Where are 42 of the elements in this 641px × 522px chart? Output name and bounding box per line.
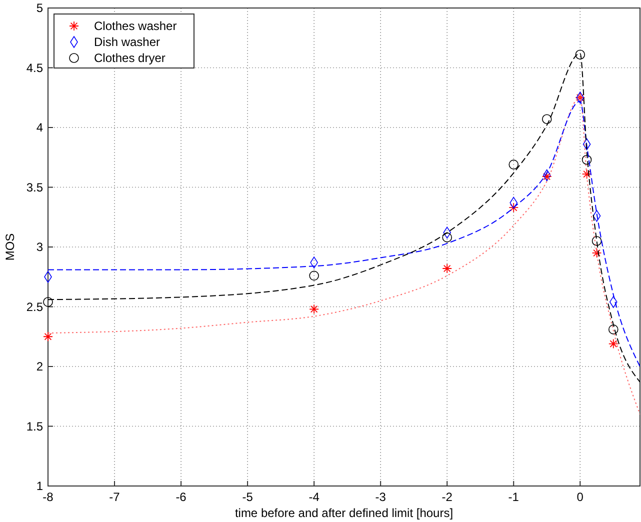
y-tick-label: 1.5 bbox=[26, 419, 44, 434]
point bbox=[508, 160, 519, 170]
y-tick-label: 3.5 bbox=[26, 180, 44, 194]
x-tick-label: -8 bbox=[42, 490, 54, 504]
y-tick-label: 4 bbox=[36, 120, 44, 134]
legend-label: Dish washer bbox=[94, 35, 160, 49]
x-tick-label: -5 bbox=[242, 490, 254, 504]
y-tick-label: 3 bbox=[36, 240, 44, 254]
legend-label: Clothes washer bbox=[94, 19, 177, 33]
x-tick-label: -2 bbox=[442, 490, 453, 504]
point bbox=[608, 324, 618, 334]
point bbox=[508, 202, 519, 213]
y-tick-label: 1 bbox=[36, 479, 44, 493]
x-tick-label: -7 bbox=[109, 490, 120, 504]
point bbox=[542, 114, 552, 124]
y-tick-label: 5 bbox=[36, 1, 44, 15]
point bbox=[442, 264, 452, 274]
x-tick-label: -4 bbox=[308, 490, 320, 504]
legend-label: Clothes dryer bbox=[94, 51, 166, 65]
point bbox=[442, 232, 452, 242]
point bbox=[43, 332, 53, 342]
point bbox=[592, 210, 601, 222]
point bbox=[608, 338, 618, 349]
y-tick-label: 4.5 bbox=[26, 60, 44, 75]
point bbox=[609, 296, 618, 308]
x-tick-label: 0 bbox=[576, 490, 584, 504]
x-tick-label: -1 bbox=[508, 490, 520, 504]
point bbox=[582, 169, 592, 180]
x-tick-label: -6 bbox=[176, 490, 187, 504]
y-axis-title: MOS bbox=[3, 233, 17, 261]
point bbox=[309, 304, 320, 314]
point bbox=[542, 172, 552, 182]
point bbox=[592, 236, 602, 246]
x-tick-label: -3 bbox=[375, 490, 386, 504]
point bbox=[582, 154, 592, 165]
point bbox=[43, 297, 53, 307]
y-tick-label: 2.5 bbox=[26, 300, 44, 314]
point bbox=[575, 50, 586, 60]
point bbox=[309, 270, 319, 281]
y-tick-label: 2 bbox=[36, 360, 44, 374]
point bbox=[592, 248, 602, 258]
x-axis-title: time before and after defined limit [hours] bbox=[234, 506, 454, 520]
